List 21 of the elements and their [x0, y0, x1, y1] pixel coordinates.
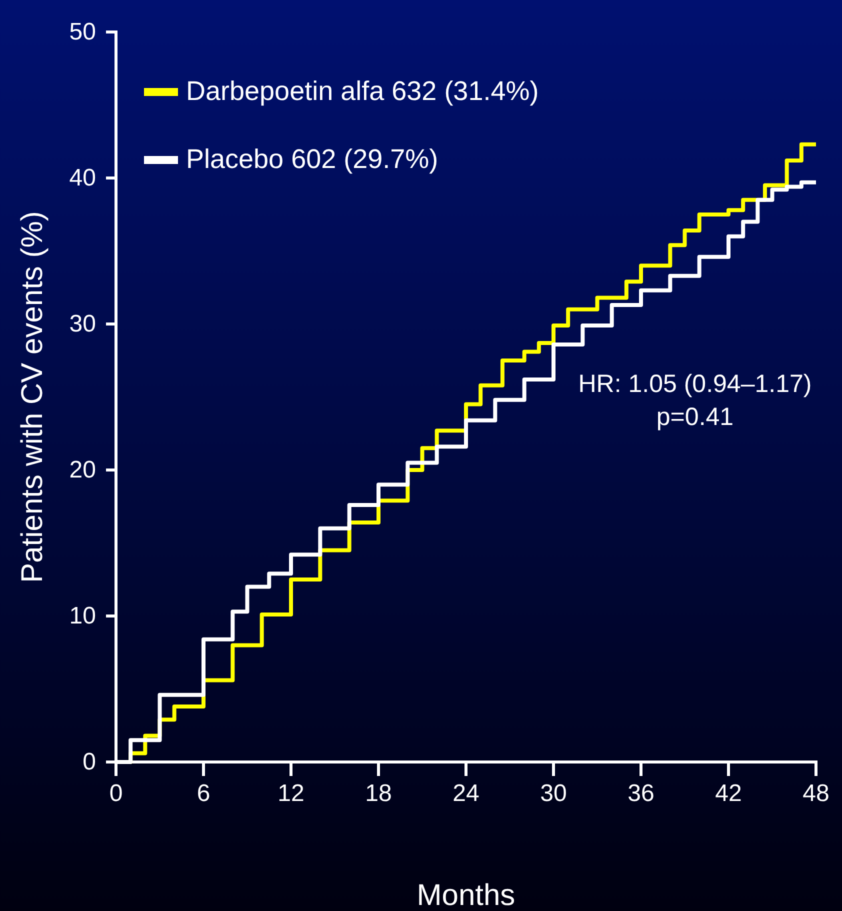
y-axis-title: Patients with CV events (%) — [16, 211, 49, 583]
x-tick-label: 18 — [365, 780, 392, 808]
y-tick-label: 10 — [69, 602, 96, 630]
x-tick-label: 0 — [109, 780, 123, 808]
x-tick-label: 48 — [802, 780, 830, 808]
y-tick-label: 20 — [69, 456, 96, 484]
x-tick-label: 24 — [452, 780, 480, 808]
x-tick-label: 12 — [278, 780, 304, 808]
x-tick-label: 36 — [628, 780, 654, 808]
annotation: HR: 1.05 (0.94–1.17) — [578, 370, 812, 398]
x-tick-label: 42 — [715, 780, 742, 808]
y-tick-label: 0 — [82, 748, 96, 776]
x-tick-label: 6 — [196, 780, 210, 808]
annotation: p=0.41 — [656, 403, 734, 431]
x-tick-label: 30 — [540, 780, 567, 808]
legend-label: Darbepoetin alfa 632 (31.4%) — [186, 76, 539, 106]
x-axis-title: Months — [416, 879, 516, 911]
y-tick-label: 40 — [69, 164, 96, 192]
y-tick-label: 30 — [69, 310, 96, 338]
y-tick-label: 50 — [69, 18, 96, 46]
legend-label: Placebo 602 (29.7%) — [186, 144, 438, 174]
